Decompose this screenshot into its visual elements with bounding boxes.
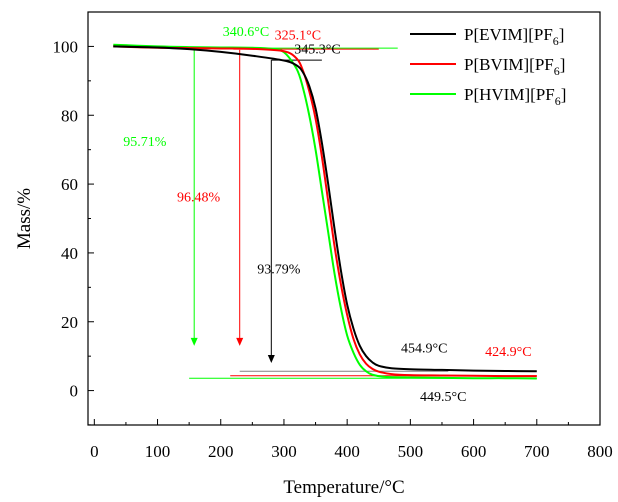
legend-label: P[EVIM][PF6]	[464, 25, 564, 48]
y-axis-title: Mass/%	[14, 188, 35, 249]
axes-layer: 0 100 200 300 400 500 600 700 800 0 20 40 60 80 100	[53, 37, 613, 461]
x-axis-title: Temperature/°C	[283, 477, 404, 498]
series-line	[113, 43, 537, 380]
annotation-label: 424.9°C	[485, 345, 531, 360]
mass-loss-arrow-head	[236, 337, 244, 346]
mass-loss-arrow-head	[190, 337, 198, 346]
annotation-label: 340.6°C	[223, 25, 269, 40]
y-tick-label: 40	[61, 244, 78, 263]
x-tick-label: 200	[208, 442, 234, 461]
legend-label: P[HVIM][PF6]	[464, 85, 566, 108]
y-tick-label: 60	[61, 175, 78, 194]
legend: P[EVIM][PF6] P[BVIM][PF6] P[HVIM][PF6]	[410, 25, 566, 108]
x-tick-label: 0	[90, 442, 99, 461]
x-tick-label: 800	[587, 442, 613, 461]
x-tick-label: 300	[271, 442, 297, 461]
x-tick-label: 500	[398, 442, 424, 461]
y-tick-label: 0	[70, 382, 79, 401]
series-line	[113, 45, 537, 378]
annotation-label: 454.9°C	[401, 342, 447, 357]
y-tick-label: 80	[61, 106, 78, 125]
x-tick-label: 700	[524, 442, 550, 461]
x-tick-label: 600	[461, 442, 487, 461]
annotation-label: 345.3°C	[294, 42, 340, 57]
annotation-label: 96.48%	[177, 190, 221, 205]
y-tick-label: 100	[53, 37, 79, 56]
y-tick-label: 20	[61, 313, 78, 332]
annotation-label: 95.71%	[123, 135, 167, 150]
legend-label: P[BVIM][PF6]	[464, 55, 565, 78]
annotation-label: 325.1°C	[275, 29, 321, 44]
series-layer	[113, 43, 537, 380]
annotation-label: 449.5°C	[420, 390, 466, 405]
mass-loss-arrow-head	[267, 355, 275, 364]
series-line	[113, 45, 537, 373]
x-tick-label: 100	[145, 442, 171, 461]
x-tick-label: 400	[334, 442, 360, 461]
annotation-label: 93.79%	[257, 263, 301, 278]
